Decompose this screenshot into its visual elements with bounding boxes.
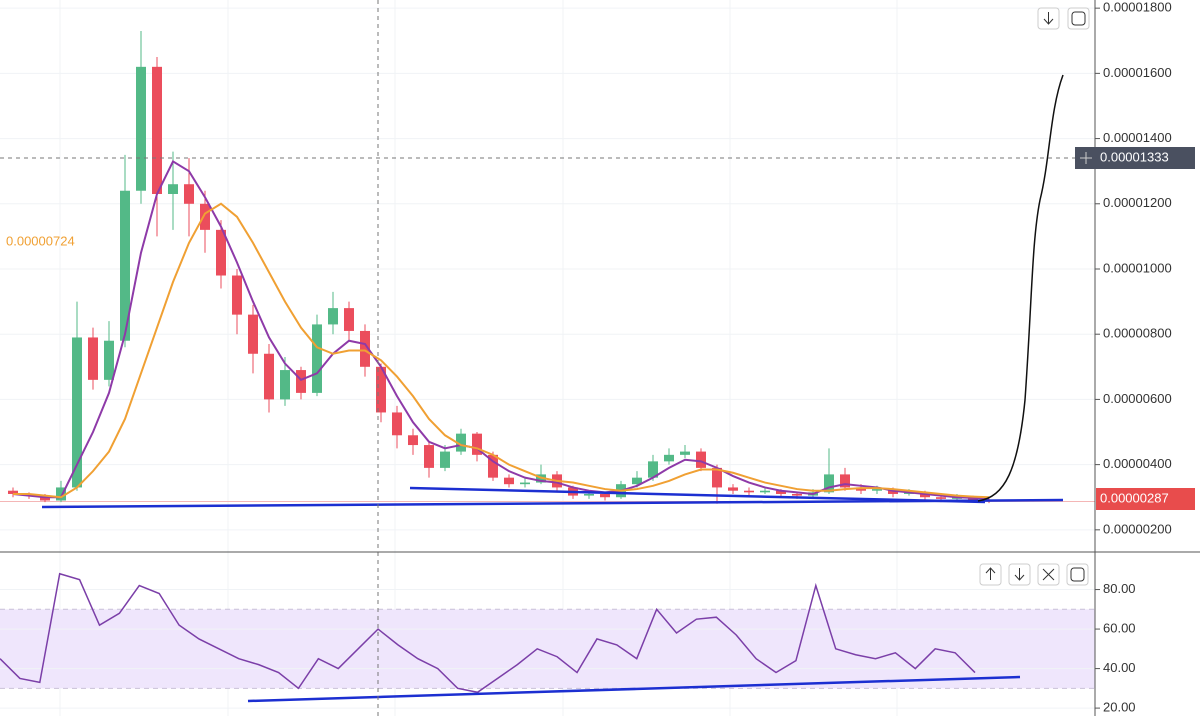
- candle-body: [216, 229, 226, 276]
- candle-body: [440, 451, 450, 468]
- candle-body: [264, 353, 274, 400]
- candle-body: [760, 490, 770, 493]
- y-tick-label: 0.00001800: [1103, 0, 1172, 15]
- candle-body: [152, 66, 162, 194]
- candle-body: [232, 275, 242, 315]
- candle-body: [136, 66, 146, 191]
- y-tick-label: 80.00: [1103, 581, 1136, 596]
- icon-up: [985, 567, 996, 580]
- button[interactable]: [1067, 7, 1090, 30]
- candle-body: [312, 324, 322, 393]
- candle-body: [792, 493, 802, 496]
- candle-body: [824, 474, 834, 493]
- button[interactable]: [1066, 563, 1089, 586]
- candle-body: [200, 203, 210, 230]
- candle-body: [184, 184, 194, 204]
- rsi-band: [0, 609, 1095, 689]
- candle-body: [648, 461, 658, 478]
- trend-line: [409, 486, 986, 504]
- icon-down: [1043, 12, 1054, 25]
- candle-body: [104, 340, 114, 380]
- y-tick-label: 0.00001200: [1103, 195, 1172, 210]
- moving-average: [12, 159, 990, 500]
- icon-reset: [1070, 567, 1085, 582]
- grid: [59, 0, 898, 716]
- candle-body: [88, 337, 98, 380]
- candle-body: [392, 412, 402, 436]
- y-tick-label: 0.00000400: [1103, 456, 1172, 471]
- y-tick-label: 60.00: [1103, 621, 1136, 636]
- annotations: [0, 0, 1075, 716]
- plot-layer: 0.00000724: [0, 7, 1095, 709]
- candle-body: [488, 454, 498, 478]
- icon-reset: [1071, 11, 1086, 26]
- candle-body: [584, 493, 594, 496]
- trend-line: [247, 675, 1021, 703]
- y-tick-label: 0.00000600: [1103, 391, 1172, 406]
- candle-body: [744, 490, 754, 493]
- icon-close: [1042, 568, 1055, 581]
- candle-body: [696, 451, 706, 468]
- candle-body: [248, 314, 258, 354]
- y-tick-label: 20.00: [1103, 700, 1136, 715]
- trend-line: [41, 498, 1064, 509]
- icon-down: [1014, 568, 1025, 581]
- y-tick-label: 40.00: [1103, 660, 1136, 675]
- toolbar: [979, 7, 1090, 586]
- y-tick-label: 0.00001600: [1103, 65, 1172, 80]
- projection-curve: [977, 74, 1064, 502]
- crosshair-icon: [1080, 152, 1092, 164]
- candle-body: [680, 451, 690, 455]
- crosshair-label: 0.00001333: [1100, 149, 1169, 164]
- candle-body: [408, 435, 418, 446]
- moving-average: [13, 202, 990, 499]
- candle-body: [424, 445, 434, 468]
- rsi-line: [0, 572, 976, 694]
- candle-body: [360, 330, 370, 367]
- candle-body: [664, 454, 674, 462]
- candle-body: [712, 467, 722, 488]
- candle-body: [8, 490, 18, 494]
- candle-body: [376, 366, 386, 413]
- candle-body: [728, 487, 738, 491]
- last-price-bg: [1096, 488, 1195, 510]
- y-tick-label: 0.00000800: [1103, 326, 1172, 341]
- candle-body: [344, 308, 354, 331]
- candle-body: [600, 493, 610, 498]
- candle-body: [632, 477, 642, 485]
- candle-body: [936, 497, 946, 499]
- candle-body: [72, 337, 82, 488]
- candle-body: [472, 433, 482, 455]
- candle-body: [168, 184, 178, 194]
- candle-body: [840, 474, 850, 488]
- last-price-label: 0.00000287: [1100, 490, 1169, 505]
- y-tick-label: 0.00001000: [1103, 260, 1172, 275]
- y-tick-label: 0.00001400: [1103, 130, 1172, 145]
- candle-body: [456, 433, 466, 452]
- candle-body: [872, 489, 882, 491]
- candle-body: [504, 477, 514, 485]
- candle-body: [776, 490, 786, 494]
- candle-body: [120, 190, 130, 341]
- crosshair-label-bg: [1075, 147, 1195, 169]
- candle-body: [296, 370, 306, 393]
- candle-body: [520, 482, 530, 485]
- candle-body: [280, 370, 290, 400]
- y-tick-label: 0.00000200: [1103, 521, 1172, 536]
- ma-value-label: 0.00000724: [6, 233, 75, 248]
- candle-body: [328, 308, 338, 325]
- candle-body: [56, 487, 66, 501]
